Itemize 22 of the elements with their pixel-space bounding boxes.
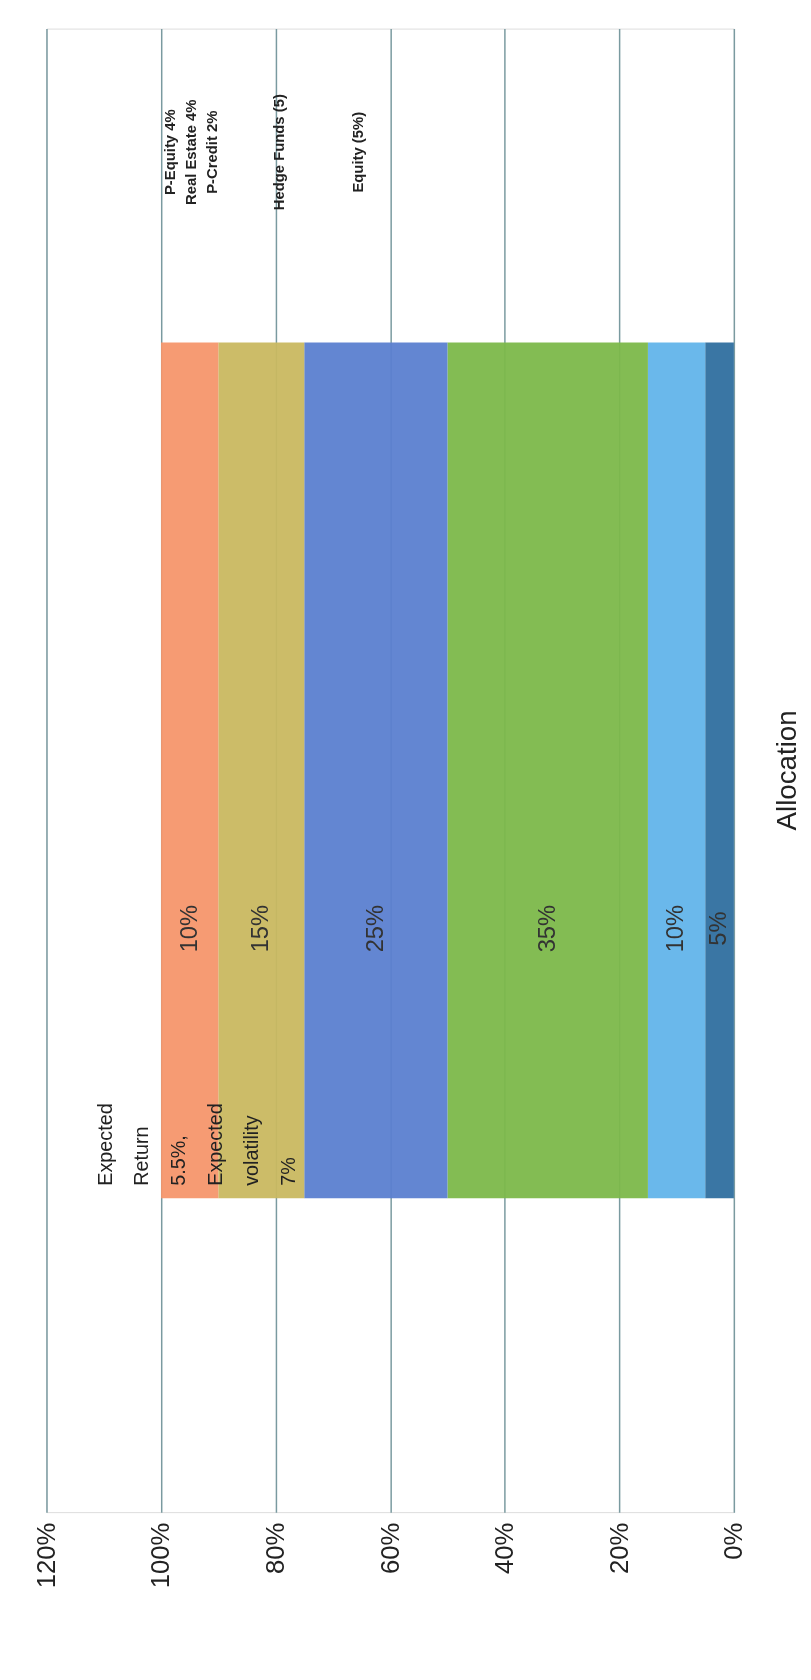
- data-label: 35%: [533, 904, 560, 953]
- data-label: 10%: [175, 904, 202, 953]
- y-tick-label: Allocation: [770, 710, 802, 831]
- annotation: Hedge Funds (5): [270, 94, 287, 211]
- x-tick-label: 0%: [719, 1522, 748, 1560]
- bar: [304, 342, 448, 1199]
- annotation: P-Equity 4% Real Estate 4% P-Credit 2%: [162, 99, 220, 205]
- x-tick-label: 20%: [604, 1522, 633, 1574]
- data-label: 5%: [705, 911, 732, 946]
- bar: [647, 342, 706, 1199]
- bar: [447, 342, 648, 1199]
- data-label: 10%: [662, 904, 689, 953]
- x-tick-label: 100%: [146, 1522, 175, 1589]
- data-label: 15%: [247, 904, 274, 953]
- x-tick-label: 120%: [31, 1522, 60, 1589]
- annotation: Expected Return 5.5%, Expected volatility 7%: [93, 1103, 299, 1186]
- x-tick-label: 40%: [490, 1522, 519, 1574]
- x-tick-label: 80%: [261, 1522, 290, 1574]
- x-tick-label: 60%: [375, 1522, 404, 1574]
- data-label: 25%: [361, 904, 388, 953]
- annotation: Equity (5%): [349, 111, 366, 193]
- bar: [705, 342, 734, 1199]
